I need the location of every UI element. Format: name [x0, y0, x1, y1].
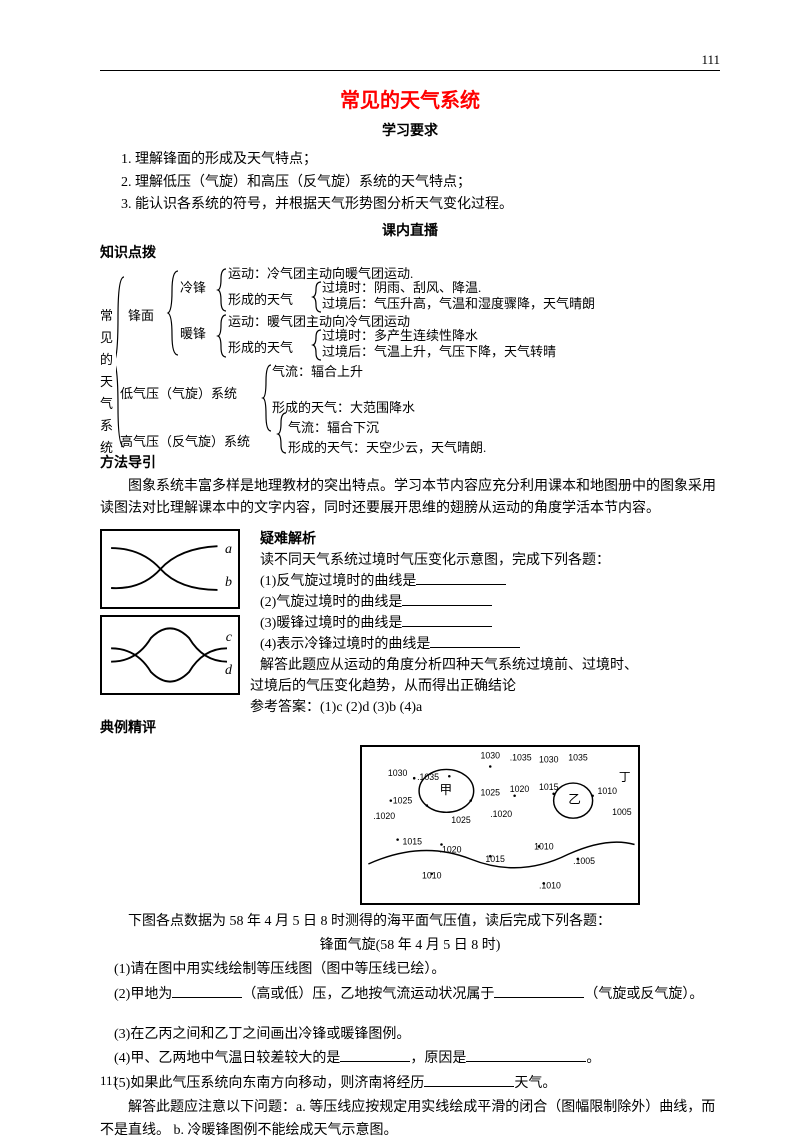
dianli-heading: 典例精评 [100, 718, 720, 739]
svg-text:1010: 1010 [598, 785, 618, 795]
node-diya: 低气压（气旋）系统 [120, 385, 237, 403]
svg-text:1015: 1015 [539, 781, 559, 791]
svg-text:.1035: .1035 [417, 772, 439, 782]
svg-text:1030: 1030 [388, 768, 408, 778]
subtitle: 学习要求 [100, 121, 720, 143]
node-nf-xingcheng: 形成的天气 [228, 339, 293, 357]
svg-text:1030: 1030 [481, 750, 501, 760]
yinan-intro: 读不同天气系统过境时气压变化示意图，完成下列各题： [260, 550, 720, 571]
label-b: b [225, 572, 232, 594]
node-gaoya: 高气压（反气旋）系统 [120, 433, 250, 451]
q3: (3)在乙丙之间和乙丁之间画出冷锋或暖锋图例。 [100, 1024, 720, 1046]
q-title: 锋面气旋(58 年 4 月 5 日 8 时) [100, 935, 720, 957]
svg-text:.1010: .1010 [539, 880, 561, 890]
yinan-q1: (1)反气旋过境时的曲线是 [260, 571, 720, 592]
yinan-heading: 疑难解析 [260, 529, 720, 550]
graph-ab: a b [100, 529, 240, 609]
pressure-map-wrap: 1030 .1035 1030 1035 1030 .1035 1025 .1020 10… [360, 745, 720, 905]
req-2: 2. 理解低压（气旋）和高压（反气旋）系统的天气特点； [100, 172, 720, 194]
node-diya-tianqi: 形成的天气：大范围降水 [272, 399, 415, 417]
yinan-q2: (2)气旋过境时的曲线是 [260, 592, 720, 613]
svg-text:乙: 乙 [568, 792, 581, 806]
main-title: 常见的天气系统 [100, 85, 720, 117]
fangfa-text: 图象系统丰富多样是地理教材的突出特点。学习本节内容应充分利用课本和地图册中的图象… [100, 476, 720, 521]
svg-text:1035: 1035 [568, 752, 588, 762]
label-a: a [225, 539, 232, 561]
yinan-text: 疑难解析 读不同天气系统过境时气压变化示意图，完成下列各题： (1)反气旋过境时… [260, 529, 720, 739]
zhishi-heading: 知识点拨 [100, 243, 720, 265]
q5: (5)如果此气压系统向东南方向移动，则济南将经历天气。 [100, 1073, 720, 1095]
graph-cd: c d [100, 615, 240, 695]
explain: 解答此题应注意以下问题：a. 等压线应按规定用实线绘成平滑的闭合（图幅限制除外）… [100, 1097, 720, 1142]
node-lf-xingcheng: 形成的天气 [228, 291, 293, 309]
node-gaoya-tianqi: 形成的天气：天空少云，天气晴朗. [288, 439, 486, 457]
svg-text:.1035: .1035 [510, 752, 532, 762]
svg-text:.1005: .1005 [573, 856, 595, 866]
pressure-map: 1030 .1035 1030 1035 1030 .1035 1025 .1020 10… [360, 745, 640, 905]
yinan-q4: (4)表示冷锋过境时的曲线是 [260, 634, 720, 655]
knowledge-tree: 常见的天气系统 锋面 冷锋 运动：冷气团主动向暖气团运动. 形成的天气 过境时：… [100, 267, 720, 457]
q1: (1)请在图中用实线绘制等压线图（图中等压线已绘）。 [100, 959, 720, 981]
node-gaoya-qiliu: 气流：辐合下沉 [288, 419, 379, 437]
q4: (4)甲、乙两地中气温日较差较大的是，原因是。 [100, 1048, 720, 1070]
svg-text:.1020: .1020 [490, 809, 512, 819]
q-intro: 下图各点数据为 58 年 4 月 5 日 8 时测得的海平面气压值，读后完成下列… [100, 911, 720, 933]
svg-text:.1020: .1020 [440, 844, 462, 854]
svg-text:1025: 1025 [481, 787, 501, 797]
curve-graphs: a b c d [100, 529, 250, 701]
svg-text:1015: 1015 [485, 854, 505, 864]
req-1: 1. 理解锋面的形成及天气特点； [100, 149, 720, 171]
q2: (2)甲地为（高或低）压，乙地按气流运动状况属于（气旋或反气旋）。 [100, 984, 720, 1006]
kenei-heading: 课内直播 [100, 221, 720, 243]
page-number-top: 111 [701, 50, 720, 71]
node-diya-qiliu: 气流：辐合上升 [272, 363, 363, 381]
svg-text:丁: 丁 [619, 771, 631, 784]
node-fengmian: 锋面 [128, 307, 154, 325]
svg-text:1020: 1020 [510, 783, 530, 793]
page-number-bottom: 111 [100, 1071, 119, 1092]
yinan-exp1: 解答此题应从运动的角度分析四种天气系统过境前、过境时、 [260, 655, 720, 676]
requirements: 1. 理解锋面的形成及天气特点； 2. 理解低压（气旋）和高压（反气旋）系统的天… [100, 149, 720, 216]
node-nuanfeng: 暖锋 [180, 325, 206, 343]
svg-text:1010: 1010 [422, 870, 442, 880]
tree-root-label: 常见的天气系统 [100, 307, 116, 461]
node-lengfeng: 冷锋 [180, 279, 206, 297]
svg-text:1030: 1030 [539, 754, 559, 764]
svg-text:甲: 甲 [440, 782, 453, 796]
svg-text:1025: 1025 [393, 795, 413, 805]
svg-text:.1020: .1020 [373, 811, 395, 821]
yinan-q3: (3)暖锋过境时的曲线是 [260, 613, 720, 634]
node-lf-gjh: 过境后：气压升高，气温和湿度骤降，天气晴朗 [322, 295, 595, 313]
node-nf-gjh: 过境后：气温上升，气压下降，天气转晴 [322, 343, 556, 361]
label-c: c [226, 627, 232, 649]
label-d: d [225, 660, 232, 682]
question-list: 下图各点数据为 58 年 4 月 5 日 8 时测得的海平面气压值，读后完成下列… [100, 911, 720, 1142]
req-3: 3. 能认识各系统的符号，并根据天气形势图分析天气变化过程。 [100, 194, 720, 216]
top-rule [100, 70, 720, 71]
svg-text:1015: 1015 [403, 836, 423, 846]
svg-text:1010: 1010 [534, 841, 554, 851]
svg-text:1005: 1005 [612, 807, 632, 817]
svg-text:1025: 1025 [451, 815, 471, 825]
